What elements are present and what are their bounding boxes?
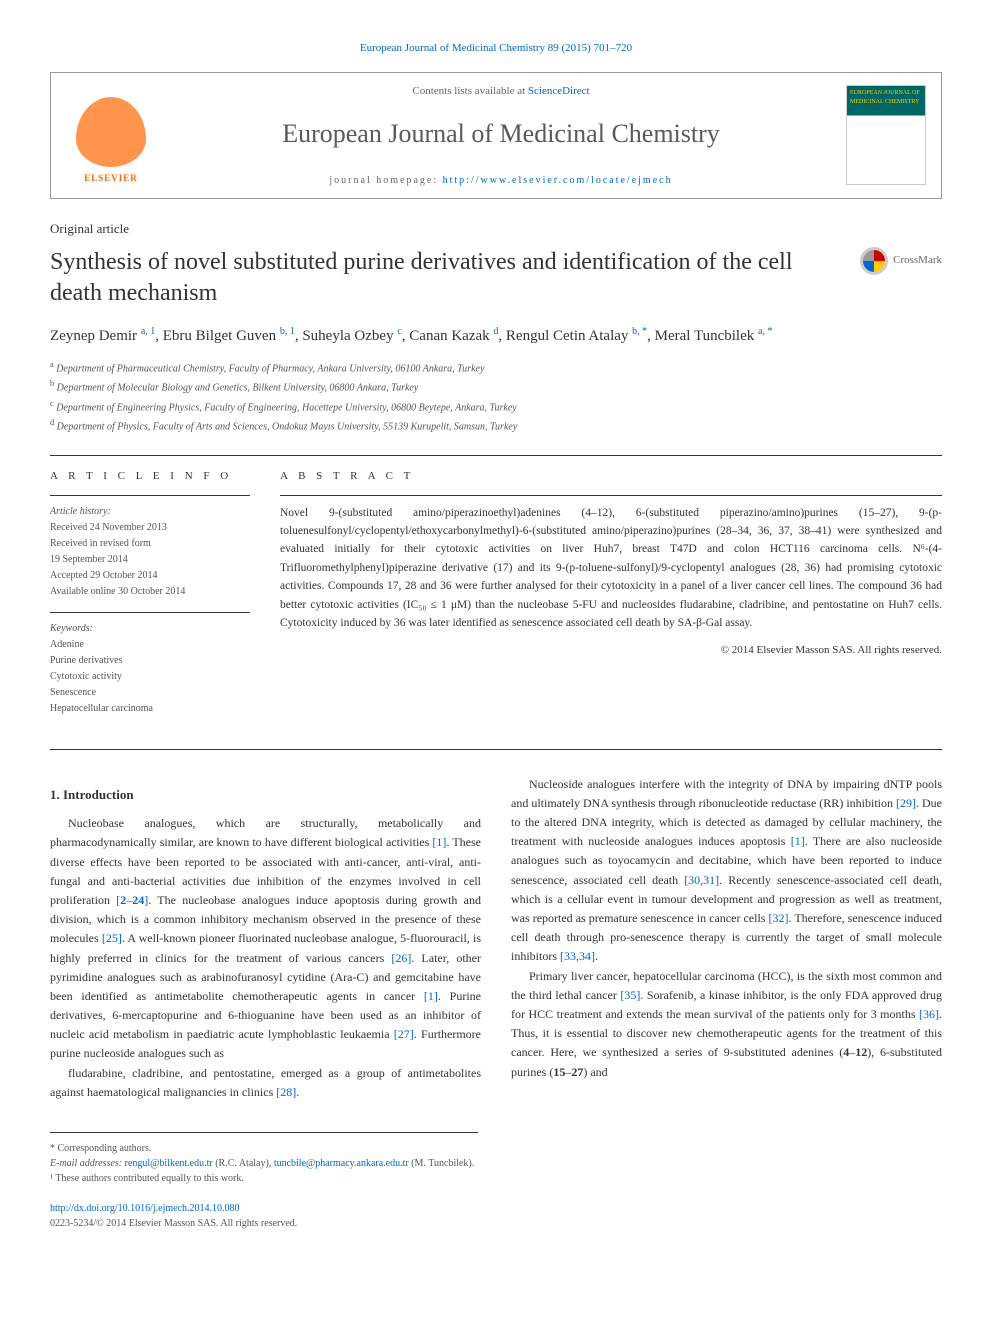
history-line: Available online 30 October 2014 bbox=[50, 584, 250, 600]
section-heading-introduction: 1. Introduction bbox=[50, 785, 481, 805]
corresponding-author-footer: * Corresponding authors. E-mail addresse… bbox=[50, 1132, 478, 1186]
affiliation-item: a Department of Pharmaceutical Chemistry… bbox=[50, 358, 942, 377]
email-who-1: (R.C. Atalay), bbox=[213, 1158, 274, 1169]
email-who-2: (M. Tuncbilek). bbox=[409, 1158, 475, 1169]
keyword-item: Purine derivatives bbox=[50, 653, 250, 669]
citation-link[interactable]: [26] bbox=[391, 951, 411, 965]
history-label: Article history: bbox=[50, 504, 250, 520]
history-line: 19 September 2014 bbox=[50, 552, 250, 568]
citation-link[interactable]: [1] bbox=[424, 989, 438, 1003]
history-line: Accepted 29 October 2014 bbox=[50, 568, 250, 584]
contents-prefix: Contents lists available at bbox=[412, 85, 527, 97]
issn-copyright-line: 0223-5234/© 2014 Elsevier Masson SAS. Al… bbox=[50, 1218, 297, 1229]
citation-link[interactable]: [33,34] bbox=[560, 949, 595, 963]
email-link-atalay[interactable]: rengul@bilkent.edu.tr bbox=[125, 1158, 213, 1169]
affiliation-item: d Department of Physics, Faculty of Arts… bbox=[50, 416, 942, 435]
journal-header: ELSEVIER Contents lists available at Sci… bbox=[50, 72, 942, 200]
homepage-link[interactable]: http://www.elsevier.com/locate/ejmech bbox=[443, 175, 673, 186]
journal-name: European Journal of Medicinal Chemistry bbox=[156, 114, 846, 153]
citation-link[interactable]: [36] bbox=[919, 1007, 939, 1021]
article-title: Synthesis of novel substituted purine de… bbox=[50, 247, 845, 309]
citation-link[interactable]: [30,31] bbox=[684, 873, 719, 887]
affiliations-list: a Department of Pharmaceutical Chemistry… bbox=[50, 358, 942, 435]
abstract-text: Novel 9-(substituted amino/piperazinoeth… bbox=[280, 495, 942, 633]
citation-link[interactable]: [29] bbox=[896, 796, 916, 810]
keyword-item: Hepatocellular carcinoma bbox=[50, 701, 250, 717]
section-divider bbox=[50, 749, 942, 750]
abstract-heading: A B S T R A C T bbox=[280, 468, 942, 485]
body-paragraph: fludarabine, cladribine, and pentostatin… bbox=[50, 1064, 481, 1102]
crossmark-label: CrossMark bbox=[893, 252, 942, 269]
top-citation: European Journal of Medicinal Chemistry … bbox=[50, 40, 942, 57]
article-history-block: Article history: Received 24 November 20… bbox=[50, 495, 250, 600]
keyword-item: Adenine bbox=[50, 637, 250, 653]
abstract-copyright: © 2014 Elsevier Masson SAS. All rights r… bbox=[280, 642, 942, 659]
history-line: Received in revised form bbox=[50, 536, 250, 552]
affiliation-item: c Department of Engineering Physics, Fac… bbox=[50, 397, 942, 416]
citation-link[interactable]: [35] bbox=[620, 988, 640, 1002]
top-citation-link[interactable]: European Journal of Medicinal Chemistry … bbox=[360, 42, 632, 54]
equal-contrib-note: ¹ These authors contributed equally to t… bbox=[50, 1171, 478, 1186]
abstract-column: A B S T R A C T Novel 9-(substituted ami… bbox=[280, 468, 942, 729]
body-paragraph: Nucleobase analogues, which are structur… bbox=[50, 814, 481, 1063]
contents-line: Contents lists available at ScienceDirec… bbox=[156, 83, 846, 100]
journal-cover-thumbnail: EUROPEAN JOURNAL OF MEDICINAL CHEMISTRY bbox=[846, 85, 926, 185]
citation-link[interactable]: [25] bbox=[102, 931, 122, 945]
elsevier-tree-icon bbox=[76, 97, 146, 167]
homepage-label: journal homepage: bbox=[329, 175, 442, 186]
body-paragraph: Nucleoside analogues interfere with the … bbox=[511, 775, 942, 967]
keywords-label: Keywords: bbox=[50, 621, 250, 637]
citation-link[interactable]: [28] bbox=[276, 1085, 296, 1099]
article-info-heading: A R T I C L E I N F O bbox=[50, 468, 250, 485]
email-line: E-mail addresses: rengul@bilkent.edu.tr … bbox=[50, 1156, 478, 1171]
cover-title-text: EUROPEAN JOURNAL OF MEDICINAL CHEMISTRY bbox=[850, 90, 920, 105]
body-paragraph: Primary liver cancer, hepatocellular car… bbox=[511, 967, 942, 1082]
crossmark-badge[interactable]: CrossMark bbox=[860, 247, 942, 275]
citation-link[interactable]: [1] bbox=[432, 835, 446, 849]
crossmark-icon bbox=[860, 247, 888, 275]
email-label: E-mail addresses: bbox=[50, 1158, 125, 1169]
affiliation-item: b Department of Molecular Biology and Ge… bbox=[50, 377, 942, 396]
elsevier-logo-text: ELSEVIER bbox=[84, 172, 138, 186]
email-link-tuncbilek[interactable]: tuncbile@pharmacy.ankara.edu.tr bbox=[274, 1158, 409, 1169]
elsevier-logo: ELSEVIER bbox=[66, 85, 156, 185]
corresponding-label: * Corresponding authors. bbox=[50, 1141, 478, 1156]
keyword-item: Cytotoxic activity bbox=[50, 669, 250, 685]
journal-homepage: journal homepage: http://www.elsevier.co… bbox=[156, 173, 846, 188]
history-line: Received 24 November 2013 bbox=[50, 520, 250, 536]
citation-link[interactable]: [32] bbox=[769, 911, 789, 925]
citation-link[interactable]: [1] bbox=[791, 834, 805, 848]
doi-block: http://dx.doi.org/10.1016/j.ejmech.2014.… bbox=[50, 1201, 942, 1231]
article-type: Original article bbox=[50, 219, 942, 239]
doi-link[interactable]: http://dx.doi.org/10.1016/j.ejmech.2014.… bbox=[50, 1203, 240, 1214]
article-info-column: A R T I C L E I N F O Article history: R… bbox=[50, 468, 250, 729]
authors-list: Zeynep Demir a, 1, Ebru Bilget Guven b, … bbox=[50, 324, 942, 348]
citation-link[interactable]: [2–24] bbox=[116, 893, 148, 907]
keywords-block: Keywords: AdeninePurine derivativesCytot… bbox=[50, 612, 250, 717]
sciencedirect-link[interactable]: ScienceDirect bbox=[528, 85, 590, 97]
keyword-item: Senescence bbox=[50, 685, 250, 701]
section-divider bbox=[50, 455, 942, 456]
citation-link[interactable]: [27] bbox=[394, 1027, 414, 1041]
header-center: Contents lists available at ScienceDirec… bbox=[156, 83, 846, 189]
body-text-columns: 1. Introduction Nucleobase analogues, wh… bbox=[50, 775, 942, 1102]
